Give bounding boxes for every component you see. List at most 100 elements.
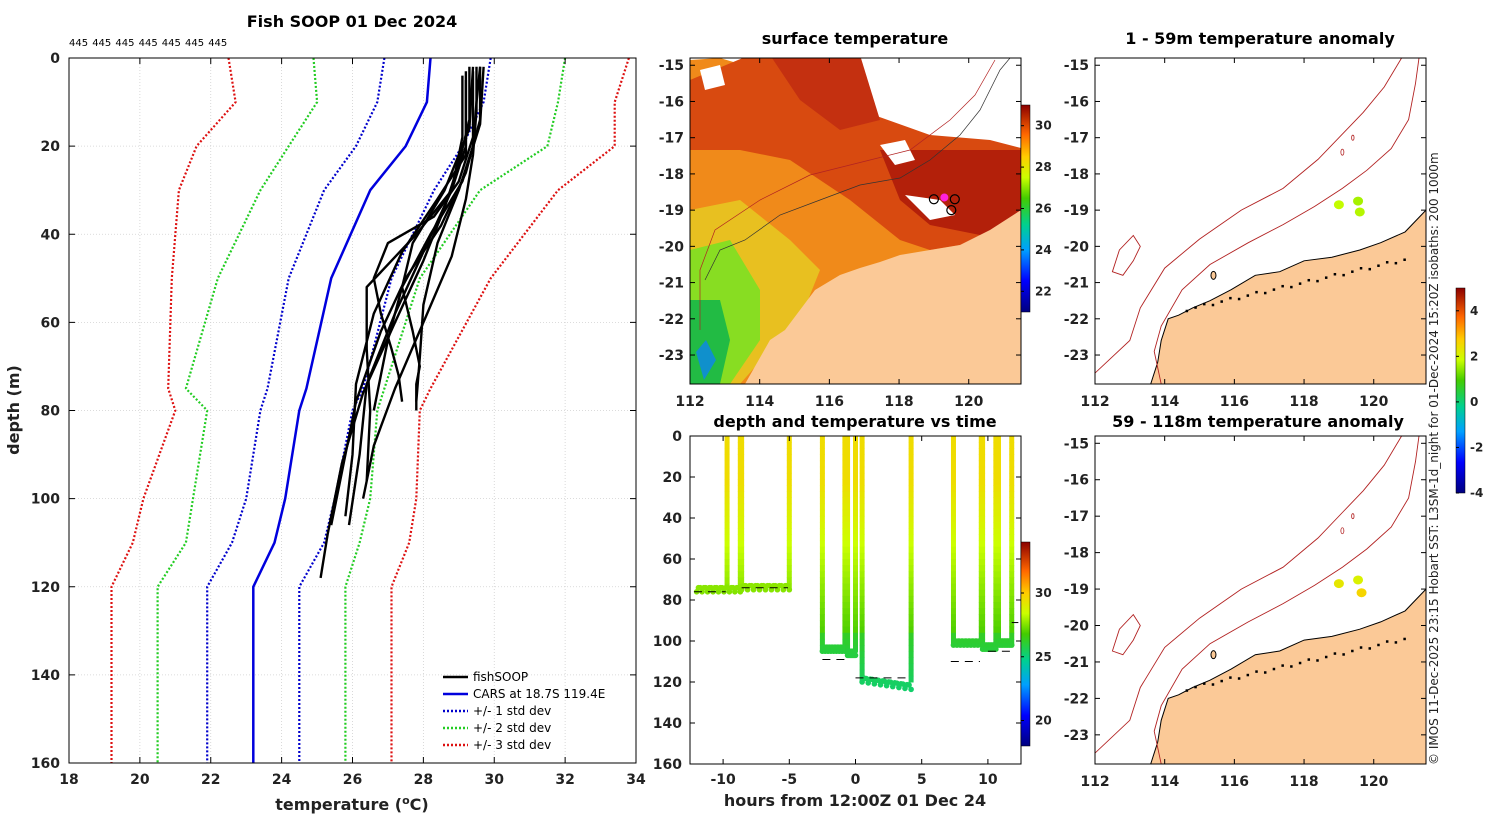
tick-label-x: 34: [626, 772, 646, 788]
profile-y-ticks: 0 20 40 60 80 100 120 140 160: [31, 51, 636, 772]
tick-label-x: 30: [485, 772, 505, 788]
anomaly-shallow-y-ticks: -15 -16 -17 -18 -19 -20 -21 -22 -23: [1064, 58, 1426, 364]
anomaly-point: [1353, 575, 1364, 585]
cast-segment: [950, 632, 956, 640]
cast-segment: [908, 436, 914, 443]
cast-segment: [980, 577, 986, 585]
cast-segment: [993, 534, 999, 542]
tick-label-x: 32: [555, 772, 574, 788]
cast-segment: [819, 466, 825, 474]
cast-segment: [995, 528, 1001, 535]
cast-segment: [995, 522, 1001, 529]
cast-segment: [995, 620, 1001, 628]
cast-segment: [980, 632, 986, 640]
coastal-reef: [1246, 294, 1250, 297]
cast-segment: [853, 503, 858, 511]
cast-segment: [724, 503, 730, 511]
tick-label-y: -21: [1064, 655, 1089, 671]
cast-segment: [993, 460, 999, 468]
isobath-knoll: [1351, 134, 1355, 141]
cast-segment: [950, 454, 956, 462]
cast-segment: [724, 552, 730, 560]
bottom-point: [1008, 642, 1015, 648]
cast-segment: [819, 602, 825, 609]
cast-segment: [908, 503, 914, 511]
tick-label-x: 120: [1359, 394, 1388, 410]
cast-segment: [995, 632, 1001, 640]
cast-segment: [980, 620, 986, 628]
cast-segment: [845, 442, 851, 449]
cast-segment: [1009, 608, 1015, 615]
tick-label-y: -20: [659, 239, 685, 255]
tick-label-y: -23: [659, 348, 684, 364]
coastal-reef: [1333, 652, 1337, 655]
cast-segment: [908, 565, 914, 572]
tick-label-y: -17: [659, 131, 684, 147]
colorbar-label: 2: [1470, 349, 1478, 363]
cast-segment: [853, 522, 858, 529]
cast-segment: [819, 442, 825, 449]
legend-std1: +/- 1 std dev: [473, 704, 551, 718]
cast-segment: [980, 552, 986, 560]
anomaly-colorbar-ticks: 4 2 0 -2 -4: [1456, 304, 1483, 500]
cast-segment: [842, 491, 848, 498]
cast-segment: [845, 509, 851, 517]
track-marker: [946, 205, 957, 216]
cast-segment: [993, 485, 999, 492]
cast-segment: [853, 479, 858, 486]
cast-segment: [739, 552, 745, 560]
colorbar-label: 4: [1470, 304, 1478, 318]
cast-segment: [908, 614, 914, 621]
cast-segment: [1009, 552, 1015, 560]
coastal-reef: [1255, 670, 1258, 673]
cast-segment: [845, 466, 851, 474]
cast-segment: [724, 528, 730, 535]
cast-segment: [980, 466, 986, 474]
profile-grid: [69, 58, 636, 763]
cast-segment: [859, 559, 865, 566]
track-marker: [928, 194, 939, 205]
cast-segment: [724, 522, 730, 529]
cast-segment: [842, 522, 848, 529]
cast-segment: [1009, 485, 1015, 492]
cast-segment: [786, 485, 792, 492]
cast-segment: [993, 472, 999, 480]
cast-segment: [950, 589, 956, 597]
cast-segment: [995, 595, 1001, 603]
coastal-reef: [1290, 285, 1293, 289]
tick-label-x: 114: [1150, 774, 1179, 790]
cast-segment: [980, 540, 986, 548]
cast-segment: [845, 448, 851, 455]
cast-segment: [842, 620, 848, 628]
cast-segment: [724, 565, 730, 572]
cast-segment: [993, 602, 999, 609]
cast-segment: [1009, 620, 1015, 628]
cast-segment: [819, 595, 825, 603]
tick-label-x: 20: [130, 772, 150, 788]
cast-segment: [842, 442, 848, 449]
cast-segment: [859, 540, 865, 548]
cast-segment: [908, 466, 914, 474]
cast-segment: [853, 472, 858, 480]
cast-segment: [724, 571, 730, 578]
cast-segment: [819, 515, 825, 523]
cast-segment: [993, 614, 999, 621]
island: [1210, 650, 1217, 660]
sst-isobath-1000: [699, 59, 996, 330]
cast-segment: [995, 436, 1001, 443]
cast-segment: [842, 577, 848, 585]
cast-segment: [859, 509, 865, 517]
cast-segment: [980, 503, 986, 511]
anomaly-point: [1356, 588, 1367, 598]
cast-segment: [859, 448, 865, 455]
cast-segment: [1009, 442, 1015, 449]
cast-segment: [1009, 491, 1015, 498]
tick-label-x: 114: [1150, 394, 1179, 410]
cast-segment: [950, 522, 956, 529]
fish-profile-line: [365, 71, 468, 482]
cast-segment: [819, 522, 825, 529]
cast-segment: [853, 571, 858, 578]
cast-segment: [845, 454, 851, 462]
cast-segment: [995, 491, 1001, 498]
cast-segment: [859, 571, 865, 578]
